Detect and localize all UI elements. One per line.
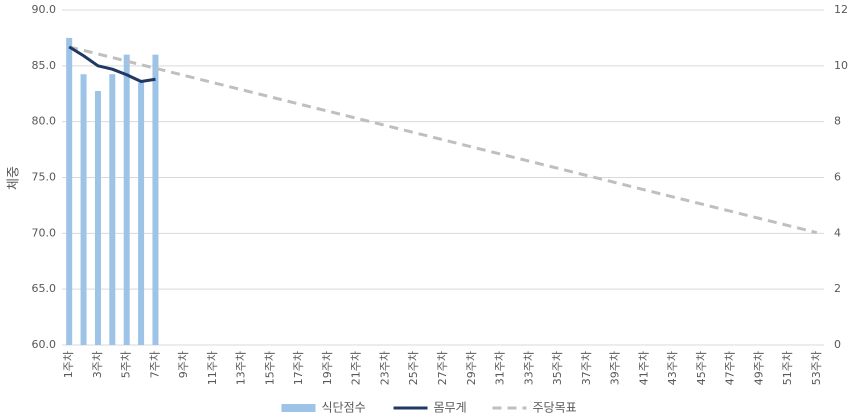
y-tick-label: 70.0 [32, 226, 57, 239]
x-tick-label: 17주차 [292, 351, 305, 385]
y-tick-label: 65.0 [32, 282, 57, 295]
x-tick-label: 37주차 [580, 351, 593, 385]
line [68, 45, 156, 83]
y-axis-label: 체중 [7, 166, 22, 190]
x-tick-label: 31주차 [494, 351, 507, 385]
bar [138, 82, 145, 345]
line [68, 45, 818, 235]
bar [80, 74, 87, 345]
y2-tick-label: 2 [834, 282, 841, 295]
x-tick-label: 43주차 [666, 351, 679, 385]
x-tick-label: 41주차 [637, 351, 650, 385]
x-tick-label: 19주차 [321, 351, 334, 385]
x-tick-label: 23주차 [378, 351, 391, 385]
x-tick-label: 47주차 [724, 351, 737, 385]
x-tick-label: 11주차 [206, 351, 219, 385]
bar [66, 37, 73, 346]
y-tick-label: 90.0 [32, 3, 57, 16]
legend-swatch [281, 404, 316, 412]
y-tick-label: 60.0 [32, 338, 57, 351]
x-tick-label: 53주차 [810, 351, 823, 385]
y-tick-label: 80.0 [32, 115, 57, 128]
y2-tick-label: 6 [834, 171, 841, 184]
x-tick-label: 13주차 [235, 351, 248, 385]
x-tick-label: 51주차 [781, 351, 794, 385]
bar [152, 54, 159, 346]
x-tick-label: 15주차 [263, 351, 276, 385]
legend-label: 몸무게 [434, 401, 467, 415]
y2-tick-label: 8 [834, 115, 841, 128]
x-tick-label: 29주차 [465, 351, 478, 385]
bar [109, 74, 116, 345]
y2-tick-label: 12 [834, 3, 848, 16]
y2-tick-label: 0 [834, 338, 841, 351]
legend-label: 주당목표 [533, 401, 577, 415]
x-tick-label: 9주차 [177, 351, 190, 378]
y-tick-label: 85.0 [32, 59, 57, 72]
x-tick-label: 33주차 [522, 351, 535, 385]
x-tick-label: 35주차 [551, 351, 564, 385]
bar [94, 90, 101, 345]
y2-tick-label: 10 [834, 59, 848, 72]
y2-tick-label: 4 [834, 226, 841, 239]
bar [123, 54, 130, 346]
x-tick-label: 7주차 [148, 351, 161, 378]
x-tick-label: 25주차 [407, 351, 420, 385]
x-tick-label: 49주차 [752, 351, 765, 385]
x-tick-label: 3주차 [91, 351, 104, 378]
x-tick-label: 5주차 [120, 351, 133, 378]
y-tick-label: 75.0 [32, 171, 57, 184]
x-tick-label: 1주차 [62, 351, 75, 378]
legend-label: 식단점수 [322, 401, 366, 415]
x-tick-label: 39주차 [609, 351, 622, 385]
x-tick-label: 27주차 [436, 351, 449, 385]
x-tick-label: 21주차 [350, 351, 363, 385]
x-tick-label: 45주차 [695, 351, 708, 385]
